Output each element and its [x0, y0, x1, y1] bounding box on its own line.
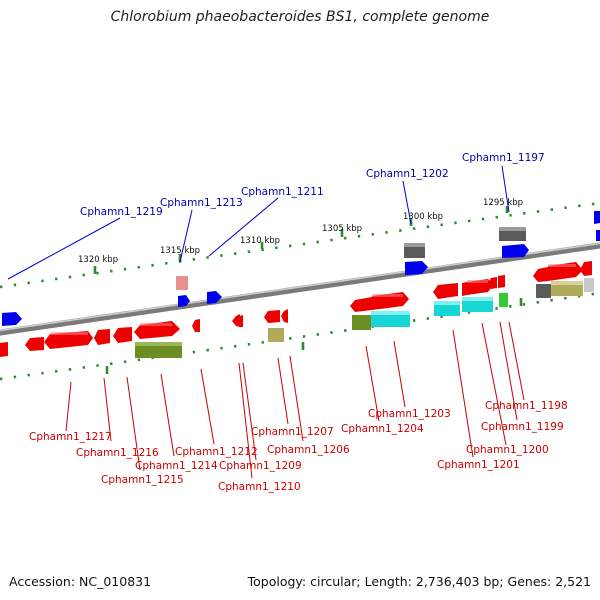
gene-arrow-icon	[488, 277, 497, 289]
bottom-leader-lines	[65, 321, 525, 479]
gene-arrow-icon	[350, 297, 372, 312]
gene-arrow-icon	[498, 275, 505, 288]
gene-label: Cphamn1_1214	[135, 460, 218, 472]
gene-arrow-icon	[113, 327, 132, 343]
scale-label: 1320 kbp	[78, 255, 118, 265]
blue-genes	[2, 211, 600, 326]
gene-label: Cphamn1_1198	[485, 400, 568, 412]
gene-arrow-icon	[264, 310, 280, 323]
gene-label: Cphamn1_1213	[160, 197, 243, 209]
gene-arrow-icon	[207, 291, 222, 304]
gene-label: Cphamn1_1207	[251, 426, 334, 438]
accession-text: Accession: NC_010831	[9, 574, 152, 589]
gene-arrow-icon	[240, 315, 243, 327]
cog-boxes-inner	[135, 278, 594, 358]
red-gene-highlights	[50, 264, 576, 335]
gene-arrow-icon	[232, 314, 240, 327]
gene-label: Cphamn1_1204	[341, 423, 424, 435]
gene-arrow-icon	[405, 261, 428, 275]
lower-tick-track	[0, 291, 600, 381]
gene-arrow-icon	[178, 295, 190, 307]
gene-arrow-icon	[594, 211, 600, 224]
gene-arrow-icon	[580, 261, 592, 276]
gene-label: Cphamn1_1211	[241, 186, 324, 198]
gene-arrow-icon	[25, 337, 44, 351]
gene-label: Cphamn1_1203	[368, 408, 451, 420]
gene-arrow-icon	[596, 230, 600, 241]
topology-text: Topology: circular; Length: 2,736,403 bp…	[247, 574, 591, 589]
gene-label: Cphamn1_1217	[29, 431, 112, 443]
gene-label: Cphamn1_1201	[437, 459, 520, 471]
scale-label: 1300 kbp	[403, 212, 443, 222]
figure-title: Chlorobium phaeobacteroides BS1, complet…	[110, 9, 490, 25]
gene-label: Cphamn1_1209	[219, 460, 302, 472]
gene-label: Cphamn1_1200	[466, 444, 549, 456]
gene-label: Cphamn1_1206	[267, 444, 350, 456]
gene-label: Cphamn1_1199	[481, 421, 564, 433]
gene-arrow-icon	[94, 329, 110, 345]
upper-tick-track	[0, 201, 600, 289]
major-ticks	[93, 206, 523, 374]
gene-arrow-icon	[433, 283, 458, 299]
gene-label: Cphamn1_1202	[366, 168, 449, 180]
gene-arrow-icon	[2, 312, 22, 326]
scale-label: 1295 kbp	[483, 198, 523, 208]
gene-label: Cphamn1_1219	[80, 206, 163, 218]
gene-arrow-icon	[502, 244, 529, 258]
gene-label: Cphamn1_1212	[175, 446, 258, 458]
cog-boxes-outer	[176, 227, 526, 290]
gene-label: Cphamn1_1210	[218, 481, 301, 493]
gene-arrow-icon	[281, 309, 288, 323]
gene-arrow-icon	[533, 267, 548, 282]
scale-label: 1315 kbp	[160, 246, 200, 256]
top-leader-lines	[7, 165, 510, 280]
gene-arrow-icon	[462, 282, 467, 296]
gene-arrow-icon	[0, 342, 8, 357]
scale-label: 1305 kbp	[322, 224, 362, 234]
gene-arrow-icon	[192, 319, 200, 332]
gene-arrow-icon	[44, 331, 93, 349]
gene-label: Cphamn1_1216	[76, 447, 159, 459]
gene-label: Cphamn1_1197	[462, 152, 545, 164]
scale-label: 1310 kbp	[240, 236, 280, 246]
gene-label: Cphamn1_1215	[101, 474, 184, 486]
